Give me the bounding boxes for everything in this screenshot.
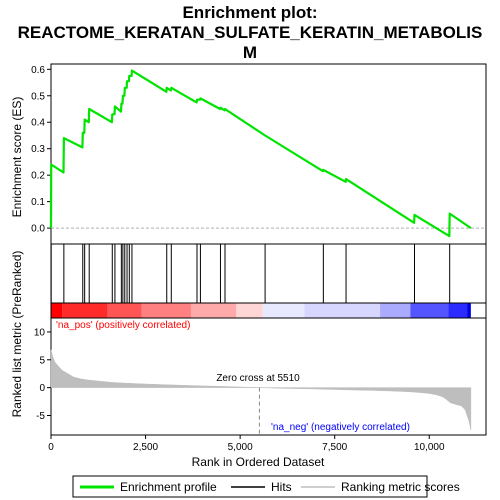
metric-y-tick-label: 0 [39, 383, 45, 394]
metric-y-ticks: -5 0 5 10 [34, 327, 51, 422]
colorbar-segment [107, 303, 142, 318]
x-tick-label: 7,500 [322, 442, 347, 453]
es-y-tick-label: 0.2 [31, 171, 45, 182]
es-y-ticks: 0.0 0.1 0.2 0.3 0.4 0.5 0.6 [31, 65, 51, 235]
legend-enrichment-label: Enrichment profile [120, 480, 217, 494]
x-tick-label: 10,000 [414, 442, 445, 453]
metric-y-axis-label: Ranked list metric (PreRanked) [10, 251, 24, 418]
x-axis-label: Rank in Ordered Dataset [192, 455, 325, 469]
colorbar-segment [62, 303, 108, 318]
hit-lines [50, 244, 451, 303]
colorbar-segment [304, 303, 381, 318]
metric-area-layer [50, 349, 472, 435]
es-y-tick-label: 0.5 [31, 91, 45, 102]
x-tick-label: 2,500 [133, 442, 158, 453]
es-y-axis-label: Enrichment score (ES) [10, 97, 24, 218]
es-y-tick-label: 0.0 [31, 224, 45, 235]
legend: Enrichment profile Hits Ranking metric s… [72, 475, 460, 498]
x-tick-label: 5,000 [228, 442, 253, 453]
metric-y-tick-label: 10 [34, 327, 46, 338]
colorbar-segment [467, 303, 471, 318]
es-panel-frame [50, 63, 487, 245]
colorbar-segment [141, 303, 191, 318]
x-axis-ticks: 0 2,500 5,000 7,500 10,000 [48, 435, 445, 453]
es-y-tick-label: 0.4 [31, 118, 45, 129]
positive-correlation-label: 'na_pos' (positively correlated) [56, 320, 190, 331]
es-curve-layer [49, 69, 472, 238]
title-line-2: REACTOME_KERATAN_SULFATE_KERATIN_METABOL… [18, 23, 483, 42]
legend-metric-label: Ranking metric scores [341, 480, 460, 494]
hits-panel-frame [50, 243, 487, 304]
colorbar-segment [51, 303, 63, 318]
title-line-1: Enrichment plot: [182, 3, 317, 22]
metric-panel-frame [50, 317, 487, 436]
colorbar-segment [262, 303, 305, 318]
rank-colorbar [50, 302, 487, 319]
es-y-tick-label: 0.6 [31, 65, 45, 76]
colorbar-segment [236, 303, 263, 318]
es-y-tick-label: 0.1 [31, 197, 45, 208]
ranking-metric-area [50, 349, 472, 431]
es-panel: 0.0 0.1 0.2 0.3 0.4 0.5 0.6 Enrichment score (… [10, 63, 487, 245]
colorbar-segment [448, 303, 468, 318]
hits-panel [50, 243, 487, 304]
colorbar-segment [410, 303, 449, 318]
colorbar-segment [380, 303, 411, 318]
title-line-3: M [243, 43, 257, 62]
x-tick-label: 0 [48, 442, 54, 453]
metric-y-tick-label: 5 [39, 355, 45, 366]
colorbar-segment [190, 303, 237, 318]
es-y-tick-label: 0.3 [31, 144, 45, 155]
negative-correlation-label: 'na_neg' (negatively correlated) [271, 422, 410, 433]
zero-cross-label: Zero cross at 5510 [216, 373, 300, 384]
enrichment-profile-line [49, 69, 472, 238]
legend-hits-label: Hits [271, 480, 292, 494]
metric-y-tick-label: -5 [36, 411, 45, 422]
